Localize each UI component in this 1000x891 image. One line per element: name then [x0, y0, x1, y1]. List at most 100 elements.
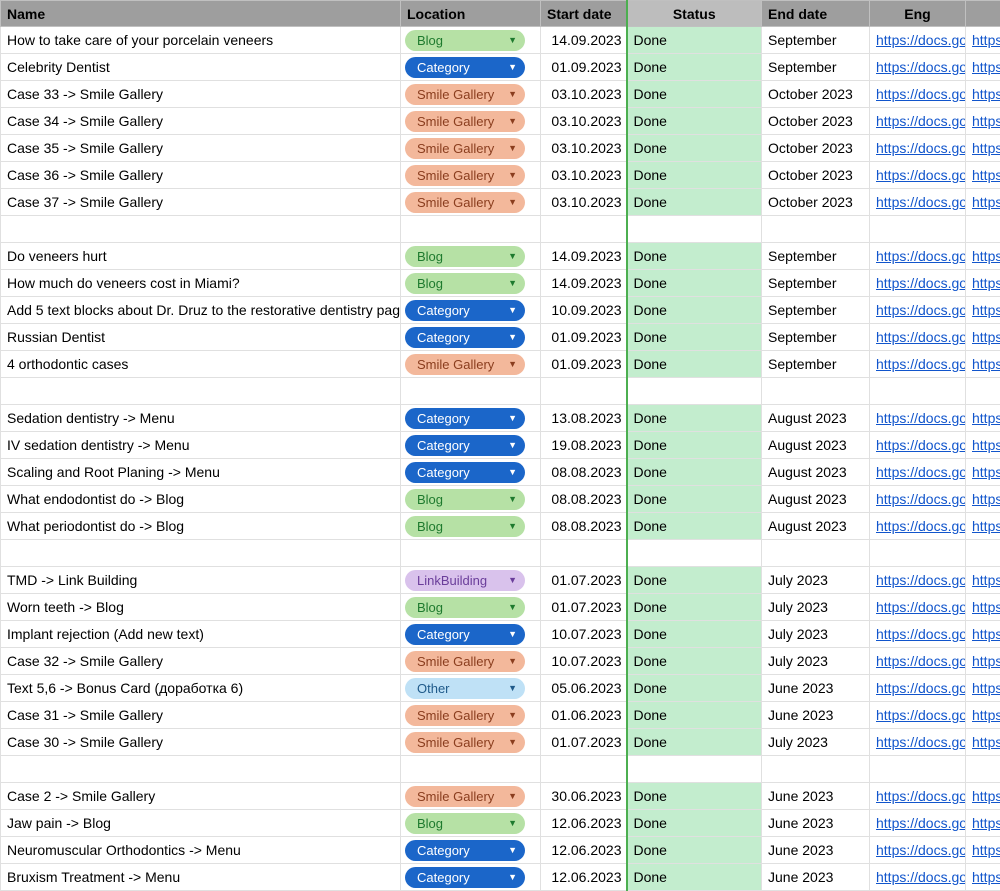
location-cell[interactable]: Other▼ — [401, 675, 541, 702]
name-cell[interactable]: Case 33 -> Smile Gallery — [1, 81, 401, 108]
eng-link2-cell[interactable]: https: — [966, 837, 1000, 864]
startdate-cell[interactable]: 03.10.2023 — [541, 81, 627, 108]
empty-cell[interactable] — [870, 216, 966, 243]
name-cell[interactable]: Case 37 -> Smile Gallery — [1, 189, 401, 216]
eng-link-cell[interactable]: https://docs.goo — [870, 405, 966, 432]
startdate-cell[interactable]: 19.08.2023 — [541, 432, 627, 459]
empty-cell[interactable] — [762, 540, 870, 567]
name-cell[interactable]: Sedation dentistry -> Menu — [1, 405, 401, 432]
table-row[interactable]: TMD -> Link BuildingLinkBuilding▼01.07.2… — [1, 567, 1000, 594]
status-cell[interactable]: Done — [627, 81, 762, 108]
location-chip[interactable]: Category▼ — [405, 327, 525, 348]
table-row[interactable]: What periodontist do -> BlogBlog▼08.08.2… — [1, 513, 1000, 540]
doc-link-2[interactable]: https: — [972, 734, 1000, 750]
status-cell[interactable]: Done — [627, 297, 762, 324]
eng-link2-cell[interactable]: https: — [966, 108, 1000, 135]
doc-link-2[interactable]: https: — [972, 626, 1000, 642]
doc-link[interactable]: https://docs.goo — [876, 518, 966, 534]
location-cell[interactable]: Category▼ — [401, 459, 541, 486]
location-chip[interactable]: Category▼ — [405, 462, 525, 483]
eng-link2-cell[interactable]: https: — [966, 54, 1000, 81]
name-cell[interactable]: What periodontist do -> Blog — [1, 513, 401, 540]
location-chip[interactable]: Smile Gallery▼ — [405, 84, 525, 105]
location-cell[interactable]: Blog▼ — [401, 486, 541, 513]
empty-cell[interactable] — [762, 756, 870, 783]
location-chip[interactable]: Other▼ — [405, 678, 525, 699]
name-cell[interactable]: Celebrity Dentist — [1, 54, 401, 81]
enddate-cell[interactable]: August 2023 — [762, 513, 870, 540]
name-cell[interactable]: Case 31 -> Smile Gallery — [1, 702, 401, 729]
enddate-cell[interactable]: June 2023 — [762, 675, 870, 702]
status-cell[interactable]: Done — [627, 459, 762, 486]
status-cell[interactable]: Done — [627, 783, 762, 810]
location-chip[interactable]: Blog▼ — [405, 30, 525, 51]
empty-cell[interactable] — [627, 216, 762, 243]
eng-link-cell[interactable]: https://docs.goo — [870, 648, 966, 675]
location-chip[interactable]: Category▼ — [405, 840, 525, 861]
startdate-cell[interactable]: 30.06.2023 — [541, 783, 627, 810]
doc-link-2[interactable]: https: — [972, 842, 1000, 858]
enddate-cell[interactable]: July 2023 — [762, 567, 870, 594]
location-chip[interactable]: Smile Gallery▼ — [405, 732, 525, 753]
startdate-cell[interactable]: 01.09.2023 — [541, 324, 627, 351]
enddate-cell[interactable]: October 2023 — [762, 162, 870, 189]
name-cell[interactable]: TMD -> Link Building — [1, 567, 401, 594]
eng-link2-cell[interactable]: https: — [966, 351, 1000, 378]
enddate-cell[interactable]: June 2023 — [762, 702, 870, 729]
location-cell[interactable]: Category▼ — [401, 432, 541, 459]
table-row[interactable] — [1, 756, 1000, 783]
eng-link-cell[interactable]: https://docs.goo — [870, 810, 966, 837]
name-cell[interactable]: Jaw pain -> Blog — [1, 810, 401, 837]
doc-link-2[interactable]: https: — [972, 869, 1000, 885]
table-row[interactable]: Case 33 -> Smile GallerySmile Gallery▼ 03… — [1, 81, 1000, 108]
doc-link-2[interactable]: https: — [972, 815, 1000, 831]
eng-link-cell[interactable]: https://docs.goo — [870, 702, 966, 729]
doc-link[interactable]: https://docs.goo — [876, 653, 966, 669]
location-chip[interactable]: Category▼ — [405, 435, 525, 456]
location-chip[interactable]: Smile Gallery▼ — [405, 138, 525, 159]
doc-link-2[interactable]: https: — [972, 680, 1000, 696]
enddate-cell[interactable]: September — [762, 243, 870, 270]
enddate-cell[interactable]: October 2023 — [762, 135, 870, 162]
eng-link-cell[interactable]: https://docs.goo — [870, 135, 966, 162]
name-cell[interactable]: Case 35 -> Smile Gallery — [1, 135, 401, 162]
location-cell[interactable]: Category▼ — [401, 621, 541, 648]
name-cell[interactable]: Implant rejection (Add new text) — [1, 621, 401, 648]
doc-link-2[interactable]: https: — [972, 275, 1000, 291]
enddate-cell[interactable]: June 2023 — [762, 864, 870, 891]
table-row[interactable]: Text 5,6 -> Bonus Card (доработка 6)Othe… — [1, 675, 1000, 702]
table-row[interactable]: Worn teeth -> BlogBlog▼01.07.2023DoneJul… — [1, 594, 1000, 621]
eng-link2-cell[interactable]: https: — [966, 432, 1000, 459]
location-cell[interactable]: Blog▼ — [401, 27, 541, 54]
location-cell[interactable]: Category▼ — [401, 837, 541, 864]
eng-link2-cell[interactable]: https: — [966, 405, 1000, 432]
enddate-cell[interactable]: July 2023 — [762, 594, 870, 621]
name-cell[interactable]: Case 2 -> Smile Gallery — [1, 783, 401, 810]
empty-cell[interactable] — [541, 378, 627, 405]
name-cell[interactable]: Add 5 text blocks about Dr. Druz to the … — [1, 297, 401, 324]
eng-link2-cell[interactable]: https: — [966, 324, 1000, 351]
startdate-cell[interactable]: 01.07.2023 — [541, 567, 627, 594]
startdate-cell[interactable]: 08.08.2023 — [541, 486, 627, 513]
doc-link-2[interactable]: https: — [972, 302, 1000, 318]
doc-link[interactable]: https://docs.goo — [876, 626, 966, 642]
name-cell[interactable]: Do veneers hurt — [1, 243, 401, 270]
doc-link[interactable]: https://docs.goo — [876, 680, 966, 696]
location-chip[interactable]: Category▼ — [405, 624, 525, 645]
name-cell[interactable]: How much do veneers cost in Miami? — [1, 270, 401, 297]
empty-cell[interactable] — [541, 756, 627, 783]
empty-cell[interactable] — [1, 756, 401, 783]
empty-cell[interactable] — [1, 216, 401, 243]
status-cell[interactable]: Done — [627, 567, 762, 594]
status-cell[interactable]: Done — [627, 486, 762, 513]
eng-link-cell[interactable]: https://docs.goo — [870, 432, 966, 459]
doc-link-2[interactable]: https: — [972, 86, 1000, 102]
location-chip[interactable]: Smile Gallery▼ — [405, 651, 525, 672]
location-chip[interactable]: Blog▼ — [405, 597, 525, 618]
eng-link2-cell[interactable]: https: — [966, 864, 1000, 891]
eng-link2-cell[interactable]: https: — [966, 810, 1000, 837]
startdate-cell[interactable]: 01.06.2023 — [541, 702, 627, 729]
doc-link-2[interactable]: https: — [972, 653, 1000, 669]
eng-link-cell[interactable]: https://docs.goo — [870, 324, 966, 351]
location-cell[interactable]: Blog▼ — [401, 270, 541, 297]
